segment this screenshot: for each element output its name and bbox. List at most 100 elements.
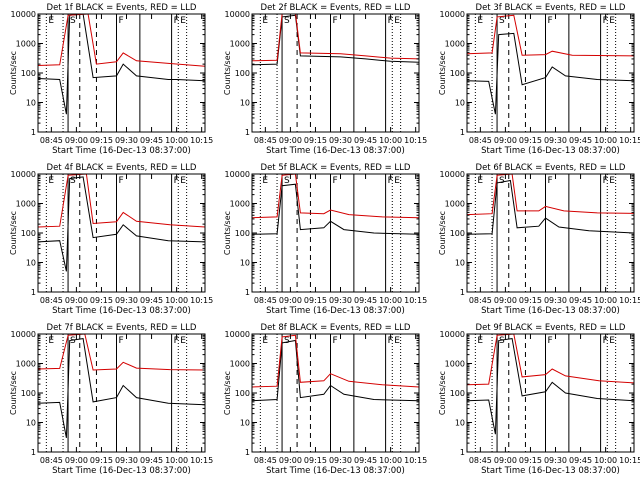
x-tick-label: 09:15 [90,136,113,145]
marker-label: S [499,16,505,26]
x-axis-label: Start Time (16-Dec-13 08:37:00) [266,466,405,476]
series-line-events [252,339,419,402]
x-tick-label: 09:00 [494,296,517,305]
x-tick-label: 08:45 [254,456,277,465]
y-tick-label: 1000 [230,200,250,209]
marker-label: E [394,16,400,26]
marker-label: F [547,176,552,186]
plot-frame [466,333,635,453]
marker-label: E [180,176,186,186]
marker-label: F [332,336,337,346]
plot-frame [37,13,206,133]
y-axis-label: Counts/sec [9,211,18,255]
x-tick-label: 09:45 [140,136,163,145]
plot-frame [466,13,635,133]
y-tick-label: 100 [450,229,465,238]
y-tick-label: 1000 [230,360,250,369]
x-tick-label: 10:00 [379,296,402,305]
y-tick-label: 10 [26,419,36,428]
x-tick-label: 10:15 [190,456,213,465]
y-axis-label: Counts/sec [9,51,18,95]
y-tick-label: 1000 [230,40,250,49]
y-tick-label: 100 [21,229,36,238]
x-tick-label: 09:00 [65,136,88,145]
marker-label: F [603,16,608,26]
x-tick-label: 08:45 [469,456,492,465]
marker-label: F [547,336,552,346]
x-tick-label: 09:45 [569,296,592,305]
marker-label: E [609,336,615,346]
y-tick-label: 10000 [225,330,250,339]
marker-label: F [118,336,123,346]
y-tick-label: 1 [460,128,465,137]
marker-label: S [499,336,505,346]
y-tick-label: 10 [455,99,465,108]
plot-frame [37,173,206,293]
x-axis-label: Start Time (16-Dec-13 08:37:00) [52,146,191,156]
x-axis-label: Start Time (16-Dec-13 08:37:00) [481,146,620,156]
x-tick-label: 10:00 [165,456,188,465]
series-line-events [252,183,419,235]
marker-label: E [477,16,483,26]
x-tick-label: 09:15 [90,456,113,465]
marker-label: F [388,176,393,186]
chart-title: Det 9f BLACK = Events, RED = LLD [476,323,626,333]
marker-label: S [284,176,290,186]
marker-label: F [547,16,552,26]
y-tick-label: 100 [21,389,36,398]
y-tick-label: 1000 [16,360,36,369]
y-tick-label: 1 [31,448,36,457]
x-tick-label: 09:45 [140,456,163,465]
x-tick-label: 09:00 [494,136,517,145]
y-tick-label: 100 [235,229,250,238]
y-tick-label: 1 [245,128,250,137]
marker-label: F [118,176,123,186]
y-tick-label: 1 [245,448,250,457]
y-tick-label: 1000 [445,200,465,209]
x-tick-label: 09:45 [354,296,377,305]
x-tick-label: 10:00 [165,296,188,305]
marker-label: E [477,176,483,186]
x-tick-label: 10:15 [190,296,213,305]
y-tick-label: 1000 [16,200,36,209]
series-line-events [467,32,634,115]
chart-title: Det 6f BLACK = Events, RED = LLD [476,163,626,173]
y-tick-label: 1 [31,128,36,137]
x-tick-label: 10:00 [379,136,402,145]
marker-label: F [603,176,608,186]
chart-title: Det 7f BLACK = Events, RED = LLD [47,323,197,333]
marker-label: S [70,176,76,186]
x-tick-label: 09:30 [544,456,567,465]
series-line-events [38,338,205,438]
y-tick-label: 10000 [440,170,465,179]
x-tick-label: 09:00 [279,136,302,145]
x-axis-label: Start Time (16-Dec-13 08:37:00) [266,146,405,156]
x-tick-label: 09:30 [115,136,138,145]
marker-label: F [118,16,123,26]
series-line-lld [38,174,205,228]
x-tick-label: 08:45 [254,136,277,145]
x-tick-label: 10:00 [594,136,617,145]
marker-label: F [174,336,179,346]
y-axis-label: Counts/sec [438,371,447,415]
series-line-events [467,338,634,435]
x-tick-label: 10:15 [619,456,640,465]
x-tick-label: 08:45 [254,296,277,305]
marker-label: F [388,336,393,346]
marker-label: S [70,336,76,346]
x-tick-label: 10:00 [165,136,188,145]
y-tick-label: 1 [31,288,36,297]
x-tick-label: 10:15 [404,456,427,465]
y-tick-label: 100 [450,69,465,78]
chart-title: Det 5f BLACK = Events, RED = LLD [261,163,411,173]
marker-label: E [262,176,268,186]
y-tick-label: 10000 [440,10,465,19]
x-tick-label: 09:00 [279,456,302,465]
